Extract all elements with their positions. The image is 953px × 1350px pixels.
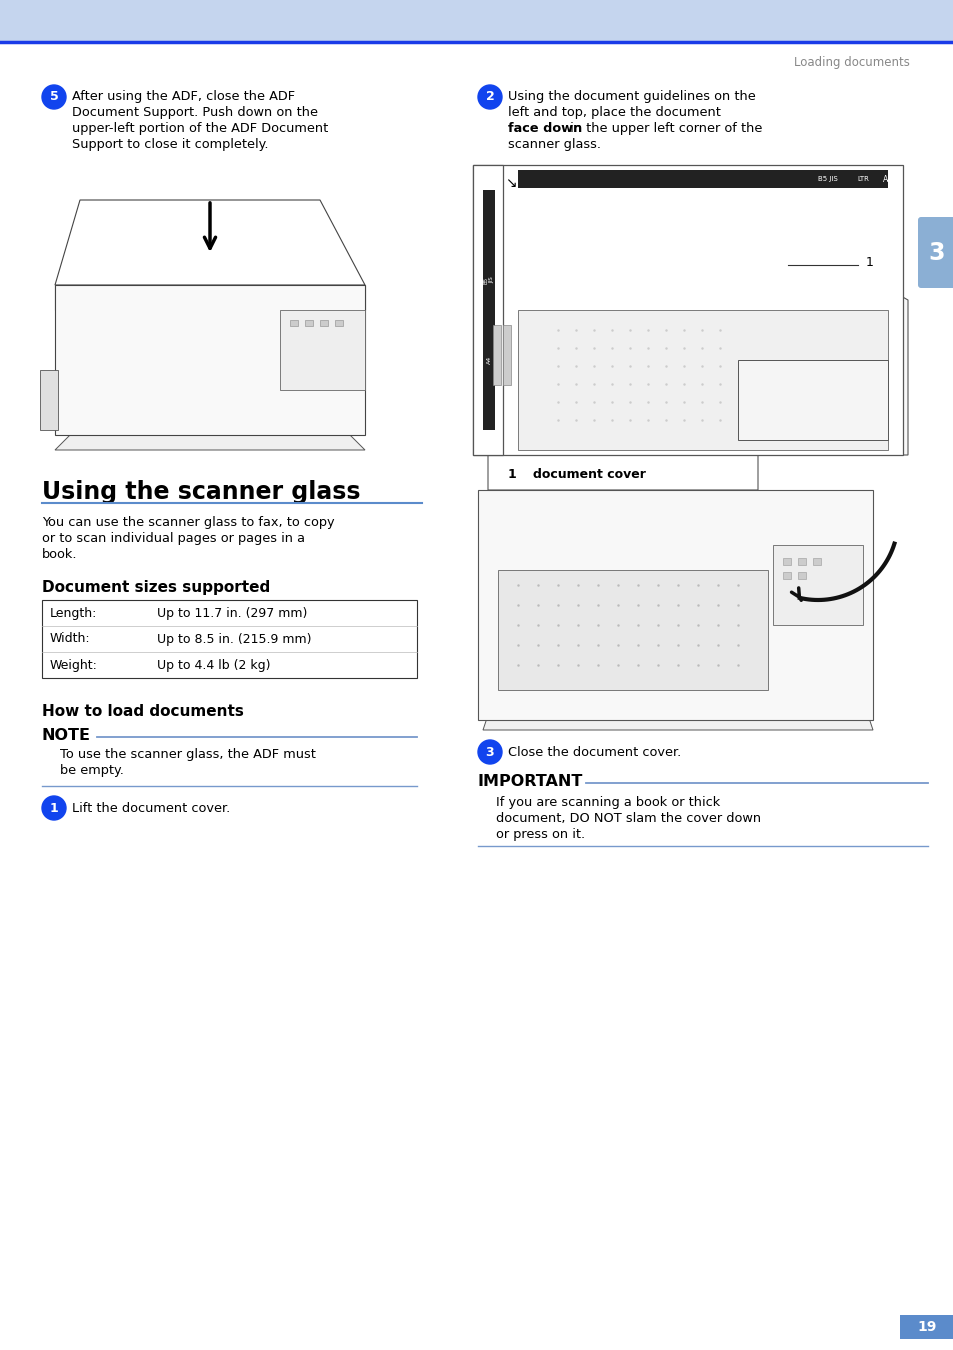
Text: document cover: document cover (533, 468, 645, 481)
Bar (477, 490, 872, 720)
Text: document, DO NOT slam the cover down: document, DO NOT slam the cover down (496, 811, 760, 825)
Bar (473, 165, 502, 455)
Text: Using the document guidelines on the: Using the document guidelines on the (507, 90, 755, 103)
Text: Document Support. Push down on the: Document Support. Push down on the (71, 107, 317, 119)
Text: 3: 3 (485, 745, 494, 759)
Bar (782, 572, 790, 579)
Text: NOTE: NOTE (42, 728, 91, 743)
FancyBboxPatch shape (917, 217, 953, 288)
Bar (42, 599, 416, 678)
Bar (782, 558, 790, 566)
Polygon shape (55, 435, 365, 450)
Text: Up to 11.7 in. (297 mm): Up to 11.7 in. (297 mm) (157, 606, 307, 620)
Text: Width:: Width: (50, 633, 91, 645)
Text: If you are scanning a book or thick: If you are scanning a book or thick (496, 796, 720, 809)
Text: scanner glass.: scanner glass. (507, 138, 600, 151)
Text: in the upper left corner of the: in the upper left corner of the (565, 122, 761, 135)
Text: or to scan individual pages or pages in a: or to scan individual pages or pages in … (42, 532, 305, 545)
Circle shape (42, 85, 66, 109)
Text: Up to 8.5 in. (215.9 mm): Up to 8.5 in. (215.9 mm) (157, 633, 312, 645)
Text: IMPORTANT: IMPORTANT (477, 774, 583, 788)
Bar (290, 320, 297, 325)
Text: A4: A4 (882, 174, 892, 184)
Bar (493, 325, 500, 385)
Circle shape (42, 796, 66, 819)
Text: LTR: LTR (856, 176, 868, 182)
Text: upper-left portion of the ADF Document: upper-left portion of the ADF Document (71, 122, 328, 135)
Bar (0, 0, 953, 42)
Text: be empty.: be empty. (60, 764, 124, 778)
Text: B5 JIS: B5 JIS (818, 176, 837, 182)
Text: ↘: ↘ (505, 176, 517, 190)
Text: face down: face down (507, 122, 581, 135)
Text: Loading documents: Loading documents (793, 55, 909, 69)
Text: Length:: Length: (50, 606, 97, 620)
Bar (473, 165, 902, 455)
Text: 2: 2 (485, 90, 494, 104)
Text: Document sizes supported: Document sizes supported (42, 580, 270, 595)
Text: Up to 4.4 lb (2 kg): Up to 4.4 lb (2 kg) (157, 659, 271, 671)
Bar (482, 190, 495, 431)
Bar (497, 570, 767, 690)
Text: B5
JIS: B5 JIS (483, 277, 494, 284)
Circle shape (477, 85, 501, 109)
Bar (280, 310, 365, 390)
Bar (319, 320, 328, 325)
Bar (899, 1315, 953, 1339)
Text: or press on it.: or press on it. (496, 828, 584, 841)
Polygon shape (55, 200, 365, 285)
Bar (812, 558, 821, 566)
Text: 19: 19 (917, 1320, 936, 1334)
Bar (55, 285, 365, 435)
Polygon shape (488, 310, 758, 490)
Text: 1: 1 (507, 468, 517, 481)
Bar (517, 310, 887, 450)
Text: Using the scanner glass: Using the scanner glass (42, 481, 360, 504)
Bar (40, 370, 58, 431)
Bar (305, 320, 313, 325)
Text: book.: book. (42, 548, 77, 562)
Text: 3: 3 (928, 242, 944, 265)
Text: To use the scanner glass, the ADF must: To use the scanner glass, the ADF must (60, 748, 315, 761)
Text: How to load documents: How to load documents (42, 703, 244, 720)
Text: 1: 1 (50, 802, 58, 814)
Text: A4: A4 (486, 356, 491, 365)
Bar (502, 325, 511, 385)
Text: After using the ADF, close the ADF: After using the ADF, close the ADF (71, 90, 294, 103)
Text: Close the document cover.: Close the document cover. (507, 745, 680, 759)
Text: 1: 1 (865, 255, 873, 269)
Text: Lift the document cover.: Lift the document cover. (71, 802, 230, 814)
Bar (797, 558, 805, 566)
Text: You can use the scanner glass to fax, to copy: You can use the scanner glass to fax, to… (42, 516, 335, 529)
Polygon shape (513, 188, 907, 455)
Bar (772, 545, 862, 625)
Polygon shape (55, 285, 365, 310)
Circle shape (477, 740, 501, 764)
Bar (517, 170, 887, 188)
Text: Support to close it completely.: Support to close it completely. (71, 138, 268, 151)
Polygon shape (482, 716, 872, 730)
Bar (335, 320, 343, 325)
Text: left and top, place the document: left and top, place the document (507, 107, 720, 119)
Text: Weight:: Weight: (50, 659, 98, 671)
Bar (738, 360, 887, 440)
Text: 5: 5 (50, 90, 58, 104)
Bar (797, 572, 805, 579)
